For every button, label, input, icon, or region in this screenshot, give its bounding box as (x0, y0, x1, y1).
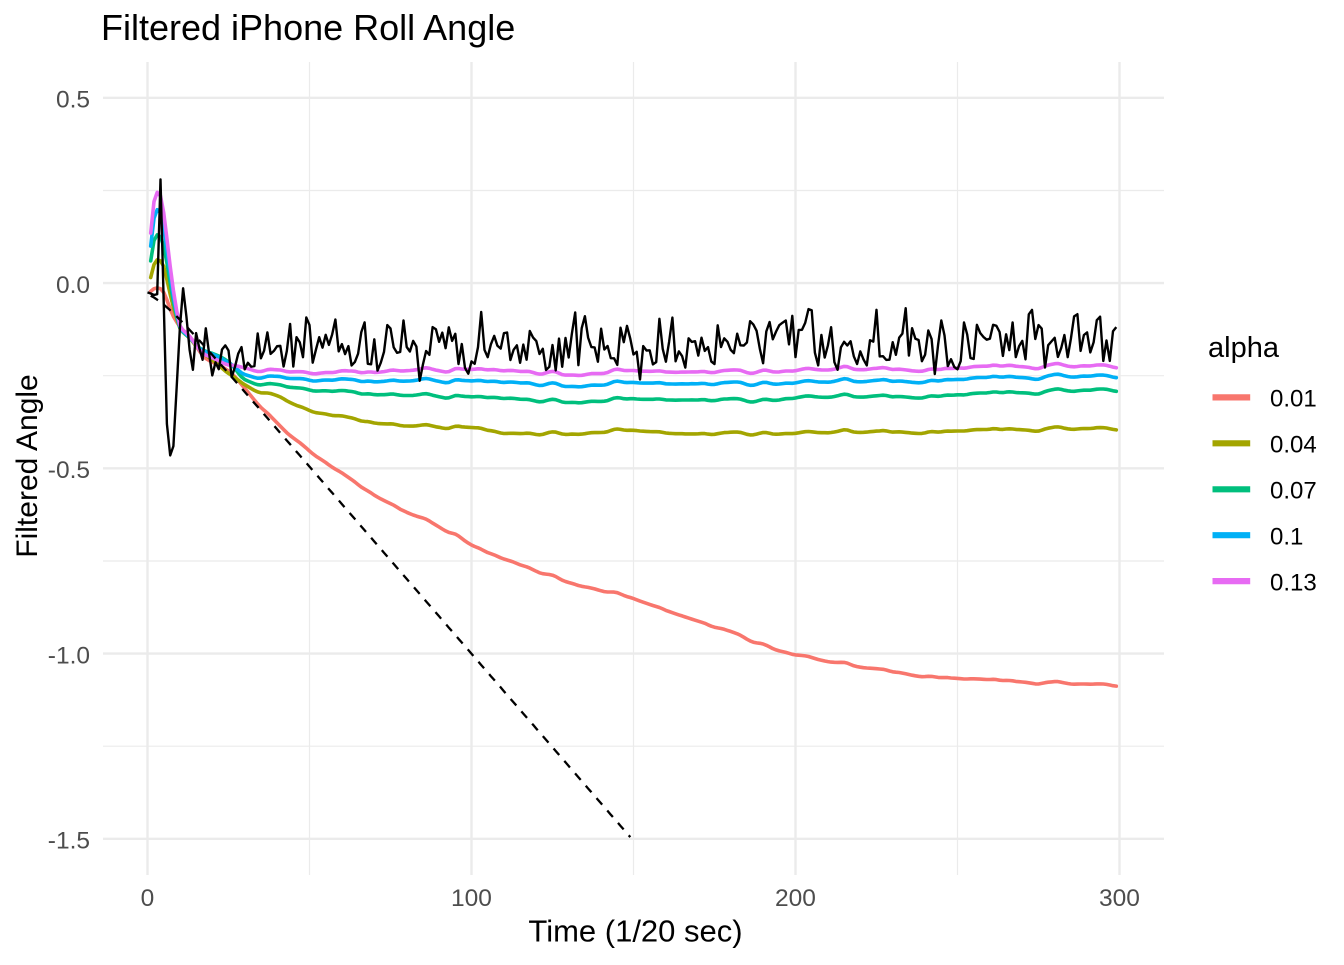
svg-text:0.07: 0.07 (1270, 478, 1317, 505)
svg-text:-1.5: -1.5 (48, 828, 90, 855)
svg-text:alpha: alpha (1208, 332, 1280, 364)
svg-text:0.0: 0.0 (56, 272, 90, 299)
svg-text:0.13: 0.13 (1270, 569, 1317, 596)
svg-text:100: 100 (451, 885, 492, 912)
svg-text:0.01: 0.01 (1270, 386, 1317, 413)
svg-text:Filtered iPhone Roll Angle: Filtered iPhone Roll Angle (101, 7, 515, 48)
svg-text:-1.0: -1.0 (48, 642, 90, 669)
svg-text:200: 200 (775, 885, 816, 912)
svg-text:-0.5: -0.5 (48, 457, 90, 484)
svg-text:300: 300 (1099, 885, 1140, 912)
svg-text:Time (1/20 sec): Time (1/20 sec) (528, 914, 742, 949)
svg-text:0.04: 0.04 (1270, 432, 1317, 459)
svg-text:0: 0 (141, 885, 155, 912)
svg-text:0.5: 0.5 (56, 87, 90, 114)
svg-text:0.1: 0.1 (1270, 524, 1303, 551)
svg-text:Filtered Angle: Filtered Angle (11, 374, 44, 557)
